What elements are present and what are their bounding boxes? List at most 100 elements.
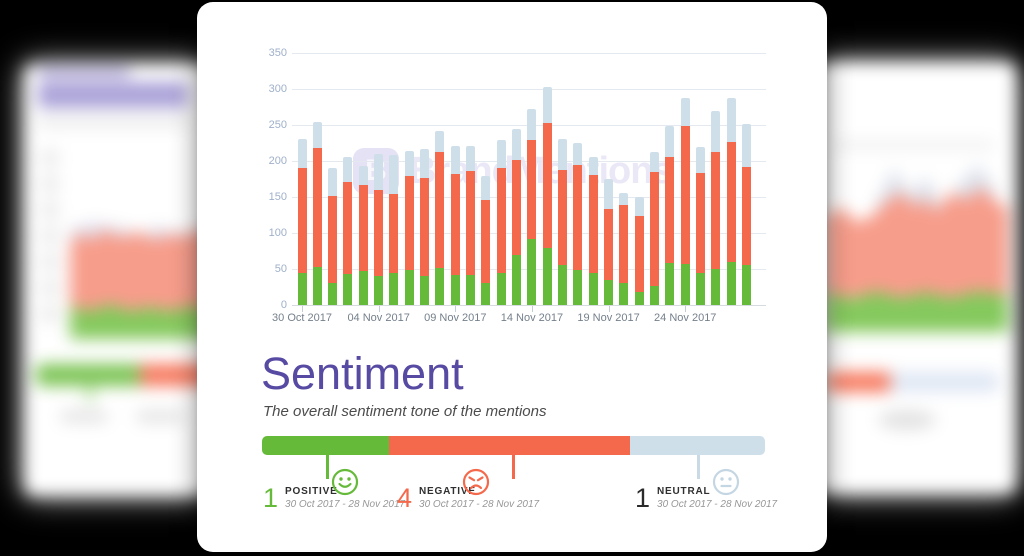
stacked-bar-07-nov-2017[interactable] <box>420 149 430 305</box>
neutral-segment <box>680 97 690 126</box>
right-card-subtitle-bar <box>834 140 994 150</box>
left-card-avatar <box>40 174 60 194</box>
negative-segment <box>374 189 384 277</box>
neutral-segment <box>297 139 307 169</box>
stacked-bar-19-nov-2017[interactable] <box>604 179 614 305</box>
stacked-bar-23-nov-2017[interactable] <box>665 126 675 305</box>
legend-item-neutral[interactable]: 1 NEUTRAL 30 Oct 2017 - 28 Nov 2017 <box>635 468 777 513</box>
y-axis-label: 350 <box>268 47 287 59</box>
stacked-bar-25-nov-2017[interactable] <box>696 147 706 305</box>
neutral-segment <box>604 179 614 210</box>
neutral-segment <box>665 126 675 158</box>
stacked-bar-02-nov-2017[interactable] <box>343 157 353 305</box>
stacked-bar-26-nov-2017[interactable] <box>711 110 721 305</box>
positive-segment <box>343 274 353 305</box>
positive-segment <box>450 274 460 305</box>
negative-segment <box>527 140 537 240</box>
stacked-bar-08-nov-2017[interactable] <box>435 130 445 305</box>
negative-segment <box>696 172 706 273</box>
legend-date-range: 30 Oct 2017 - 28 Nov 2017 <box>419 499 540 510</box>
left-card-legend-blob <box>60 410 108 423</box>
stacked-bar-06-nov-2017[interactable] <box>404 150 414 305</box>
neutral-segment <box>389 155 399 195</box>
positive-segment <box>404 269 414 305</box>
gridline-y0 <box>292 305 766 306</box>
left-card-header-smudge <box>38 70 130 75</box>
stacked-bar-15-nov-2017[interactable] <box>542 86 552 305</box>
neutral-segment <box>512 128 522 161</box>
stacked-bar-10-nov-2017[interactable] <box>466 145 476 305</box>
left-card-body <box>24 64 208 496</box>
stacked-bar-03-nov-2017[interactable] <box>358 166 368 305</box>
stacked-bar-24-nov-2017[interactable] <box>680 97 690 305</box>
gridline-y300 <box>292 89 766 90</box>
stacked-bar-11-nov-2017[interactable] <box>481 176 491 305</box>
negative-segment <box>312 148 322 267</box>
positive-segment <box>558 265 568 305</box>
stacked-bar-18-nov-2017[interactable] <box>588 156 598 305</box>
stacked-bar-01-nov-2017[interactable] <box>328 168 338 305</box>
positive-segment <box>374 276 384 305</box>
negative-segment <box>328 195 338 283</box>
negative-segment <box>481 199 491 283</box>
neutral-segment <box>358 166 368 185</box>
stacked-bar-12-nov-2017[interactable] <box>496 140 506 305</box>
legend-item-negative[interactable]: 4 NEGATIVE 30 Oct 2017 - 28 Nov 2017 <box>397 468 540 512</box>
left-card-avatar <box>40 148 60 168</box>
negative-segment <box>496 168 506 274</box>
stacked-bar-14-nov-2017[interactable] <box>527 109 537 305</box>
stacked-bar-28-nov-2017[interactable] <box>742 124 752 305</box>
stacked-bar-13-nov-2017[interactable] <box>512 128 522 305</box>
summary-segment-positive[interactable] <box>262 436 389 455</box>
sentiment-bar-chart: 0 50 100 150 200 250 300 350 30 Oct 2017 04 Nov 2… <box>197 2 827 342</box>
stacked-bar-31-oct-2017[interactable] <box>312 122 322 305</box>
stacked-bar-22-nov-2017[interactable] <box>650 151 660 305</box>
left-card-legend-blob <box>136 410 184 423</box>
x-axis-label: 14 Nov 2017 <box>500 312 564 324</box>
legend-count: 1 <box>635 483 651 513</box>
neutral-segment <box>450 145 460 174</box>
smile-face-icon <box>331 468 359 501</box>
negative-segment <box>542 122 552 249</box>
negative-segment <box>297 168 307 273</box>
negative-segment <box>343 181 353 275</box>
neutral-segment <box>328 168 338 196</box>
neutral-segment <box>588 156 598 176</box>
summary-segment-negative[interactable] <box>388 436 631 455</box>
x-axis-tick <box>531 306 533 312</box>
legend-label: NEGATIVE <box>419 486 476 497</box>
stacked-bar-30-oct-2017[interactable] <box>297 139 307 305</box>
positive-segment <box>466 274 476 305</box>
summary-segment-neutral[interactable] <box>630 436 765 455</box>
positive-segment <box>665 263 675 305</box>
left-card-avatar <box>40 226 60 246</box>
stacked-bar-16-nov-2017[interactable] <box>558 139 568 305</box>
stacked-bar-04-nov-2017[interactable] <box>374 153 384 305</box>
neutral-segment <box>312 122 322 149</box>
left-card-sentiment-bar-positive <box>36 364 140 386</box>
positive-segment <box>634 292 644 305</box>
positive-segment <box>650 286 660 305</box>
y-axis-label: 300 <box>268 83 287 95</box>
stacked-bar-20-nov-2017[interactable] <box>619 193 629 305</box>
stacked-bar-05-nov-2017[interactable] <box>389 155 399 305</box>
neutral-segment <box>435 130 445 152</box>
sentiment-summary-bar[interactable] <box>262 436 765 455</box>
neutral-segment <box>527 109 537 141</box>
neutral-tick <box>697 455 701 479</box>
positive-segment <box>389 273 399 305</box>
stacked-bar-17-nov-2017[interactable] <box>573 143 583 305</box>
x-axis-label: 30 Oct 2017 <box>272 312 332 324</box>
right-card-area-chart <box>826 164 1008 332</box>
positive-segment <box>711 268 721 305</box>
x-axis-label: 04 Nov 2017 <box>347 312 410 324</box>
legend-label: POSITIVE <box>285 486 338 497</box>
stacked-bar-21-nov-2017[interactable] <box>634 197 644 305</box>
neutral-segment <box>542 86 552 123</box>
y-axis-label: 100 <box>268 227 287 239</box>
x-axis-label: 19 Nov 2017 <box>577 312 640 324</box>
stacked-bar-09-nov-2017[interactable] <box>450 145 460 305</box>
stacked-bar-27-nov-2017[interactable] <box>726 98 736 305</box>
legend-item-positive[interactable]: 1 POSITIVE 30 Oct 2017 - 28 Nov 2017 <box>263 468 405 512</box>
